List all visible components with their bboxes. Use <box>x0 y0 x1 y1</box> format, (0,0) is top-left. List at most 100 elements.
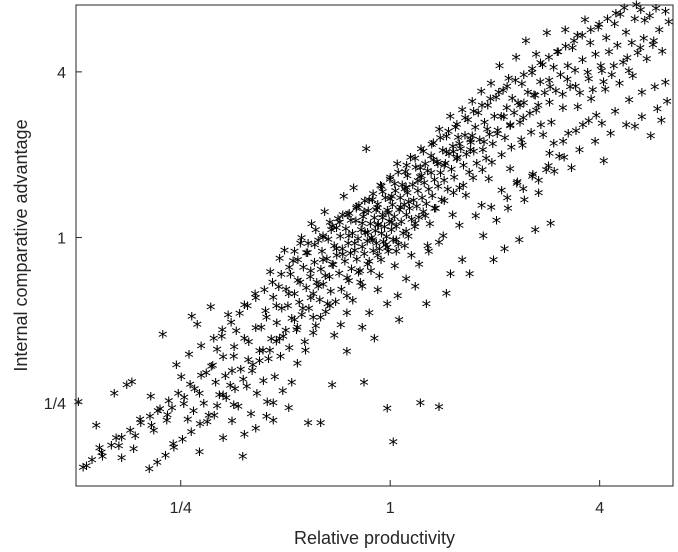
data-point: * <box>339 189 349 211</box>
data-point: * <box>491 90 501 112</box>
data-point: * <box>603 11 613 33</box>
data-point: * <box>583 65 593 87</box>
data-point: * <box>244 334 254 356</box>
data-point: * <box>549 164 559 186</box>
data-point: * <box>375 268 385 290</box>
data-point: * <box>486 200 496 222</box>
data-point: * <box>290 313 300 335</box>
data-point: * <box>497 148 507 170</box>
data-point: * <box>328 258 338 280</box>
data-point: * <box>630 119 640 141</box>
data-point: * <box>389 434 399 456</box>
data-point: * <box>212 399 222 421</box>
data-point: * <box>204 408 214 430</box>
data-point: * <box>378 211 388 233</box>
data-point: * <box>449 170 459 192</box>
data-point: * <box>467 94 477 116</box>
data-point: * <box>558 101 568 123</box>
data-point: * <box>392 244 402 266</box>
data-point: * <box>646 129 656 151</box>
data-point: * <box>630 11 640 33</box>
data-point: * <box>342 305 352 327</box>
data-point: * <box>506 118 516 140</box>
data-point: * <box>354 198 364 220</box>
data-point: * <box>424 182 434 204</box>
data-point: * <box>408 177 418 199</box>
data-point: * <box>413 174 423 196</box>
data-point: * <box>275 331 285 353</box>
data-point: * <box>203 415 213 437</box>
data-point: * <box>174 386 184 408</box>
data-point: * <box>545 95 555 117</box>
data-point: * <box>146 389 156 411</box>
data-point: * <box>409 193 419 215</box>
data-point: * <box>599 153 609 175</box>
plot-area-frame <box>75 4 674 487</box>
data-point: * <box>649 33 659 55</box>
data-point: * <box>530 223 540 245</box>
data-point: * <box>374 217 384 239</box>
data-point: * <box>383 297 393 319</box>
data-point: * <box>457 102 467 124</box>
data-point: * <box>416 396 426 418</box>
data-point: * <box>262 395 272 417</box>
data-point: * <box>528 167 538 189</box>
data-point: * <box>558 134 568 156</box>
data-point: * <box>624 63 634 85</box>
data-point: * <box>437 192 447 214</box>
data-point: * <box>373 197 383 219</box>
data-point: * <box>628 69 638 91</box>
data-point: * <box>136 416 146 438</box>
data-point: * <box>303 416 313 438</box>
data-point: * <box>549 60 559 82</box>
data-point: * <box>298 301 308 323</box>
data-point: * <box>117 430 127 452</box>
data-point: * <box>127 375 137 397</box>
data-point: * <box>195 386 205 408</box>
data-point: * <box>422 297 432 319</box>
data-point: * <box>485 127 495 149</box>
y-tick-label: 1 <box>57 231 66 248</box>
data-point: * <box>578 28 588 50</box>
data-point: * <box>472 156 482 178</box>
data-point: * <box>293 356 303 378</box>
data-point: * <box>276 267 286 289</box>
data-point: * <box>662 94 672 116</box>
data-point: * <box>534 186 544 208</box>
data-point: * <box>373 248 383 270</box>
data-point: * <box>606 126 616 148</box>
data-point: * <box>238 372 248 394</box>
data-point: * <box>384 244 394 266</box>
data-point: * <box>658 44 668 66</box>
data-point: * <box>158 327 168 349</box>
data-point: * <box>325 299 335 321</box>
data-point: * <box>318 277 328 299</box>
data-point: * <box>540 86 550 108</box>
data-point: * <box>486 76 496 98</box>
data-point: * <box>363 257 373 279</box>
data-point: * <box>383 401 393 423</box>
data-point: * <box>554 149 564 171</box>
data-point: * <box>414 257 424 279</box>
data-point: * <box>416 142 426 164</box>
data-point: * <box>622 118 632 140</box>
data-point: * <box>639 31 649 53</box>
data-point: * <box>357 320 367 342</box>
data-point: * <box>661 4 671 26</box>
data-point: * <box>349 181 359 203</box>
data-point: * <box>246 406 256 428</box>
data-point: * <box>286 267 296 289</box>
data-point: * <box>405 201 415 223</box>
data-point: * <box>287 375 297 397</box>
data-point: * <box>344 273 354 295</box>
data-point: * <box>226 378 236 400</box>
data-point: * <box>387 223 397 245</box>
data-point: * <box>424 244 434 266</box>
data-point: * <box>602 31 612 53</box>
data-point: * <box>297 231 307 253</box>
x-tick-label: 1/4 <box>170 500 192 517</box>
data-point: * <box>481 151 491 173</box>
data-point: * <box>264 351 274 373</box>
data-point: * <box>578 52 588 74</box>
data-point: * <box>342 288 352 310</box>
